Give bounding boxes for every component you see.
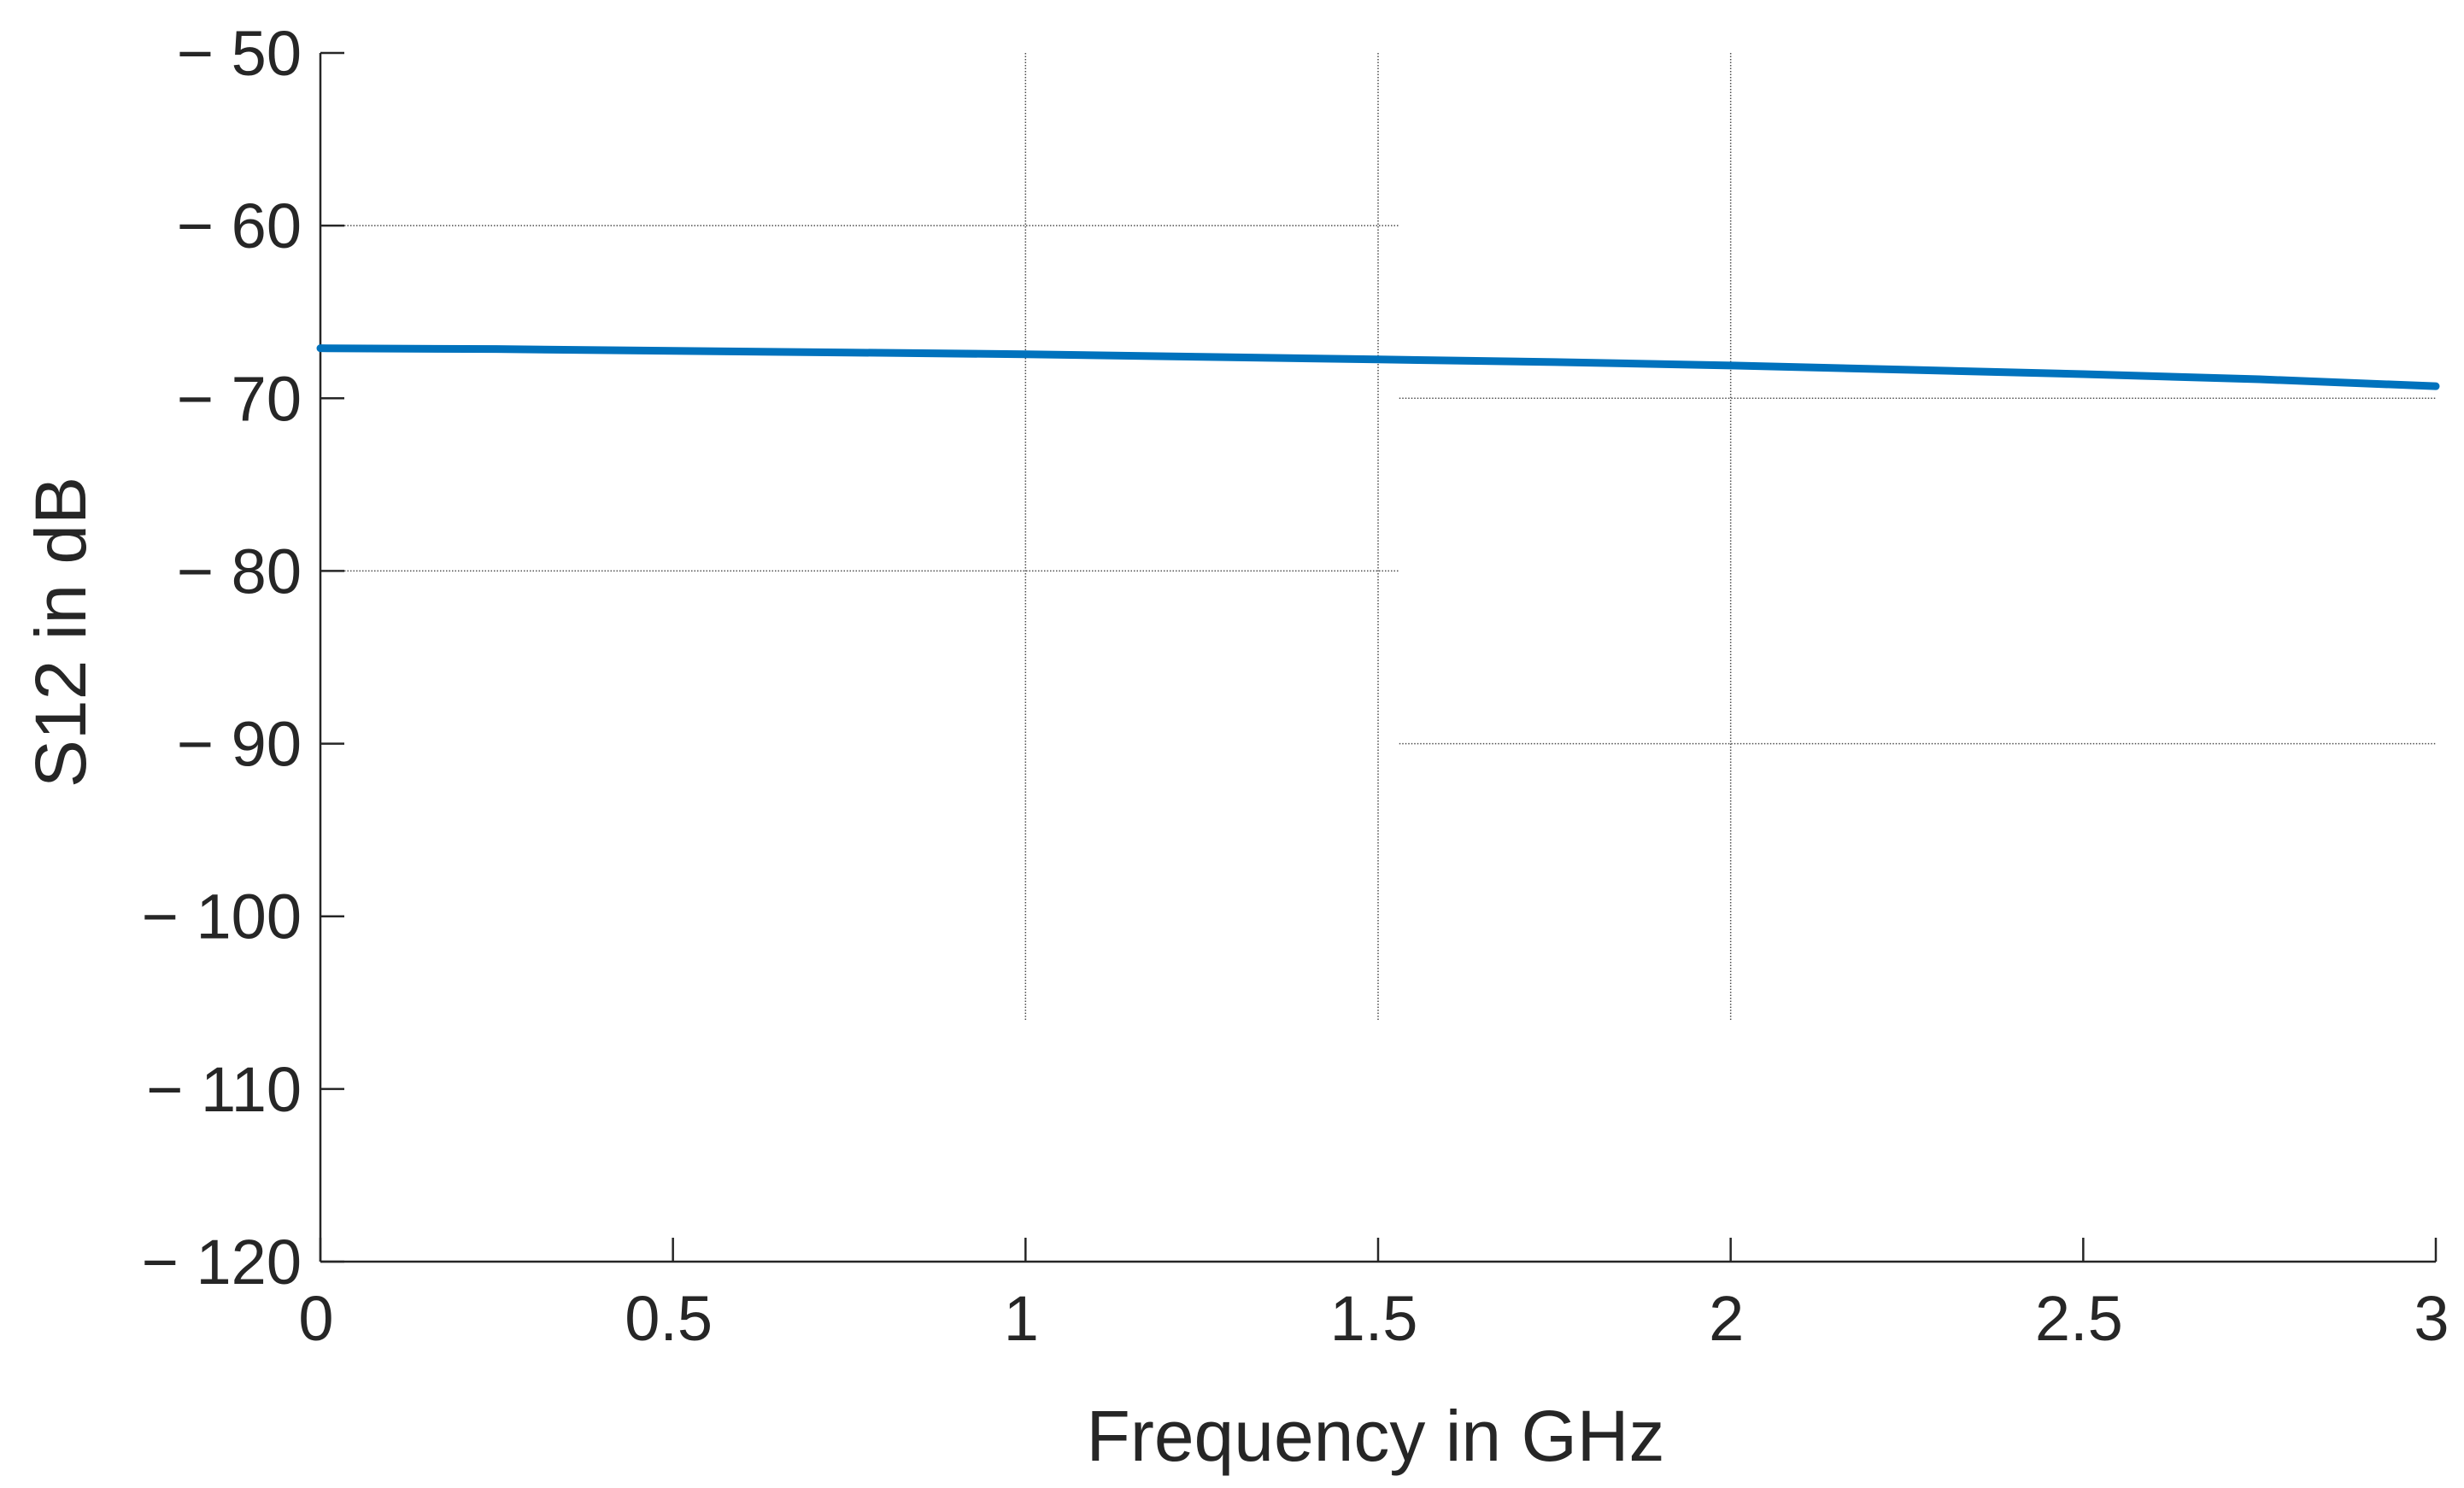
tick-labels: − 120 − 110 − 100 − 90 − 80 − 70 − 60 − 50 0 0.5 1… — [142, 18, 2449, 1354]
x-tick-label: 0 — [298, 1283, 333, 1354]
x-tick-label: 1 — [1004, 1283, 1039, 1354]
series-layer — [316, 344, 2440, 390]
y-tick-label: − 100 — [142, 882, 302, 952]
x-tick-label: 0.5 — [625, 1283, 713, 1354]
y-tick-label: − 110 — [146, 1054, 302, 1125]
y-axis-label: S12 in dB — [21, 477, 101, 788]
y-tick-label: − 120 — [142, 1227, 302, 1298]
x-tick-label: 2 — [1709, 1283, 1744, 1354]
x-tick-label: 1.5 — [1330, 1283, 1418, 1354]
y-tick-label: − 50 — [177, 18, 302, 89]
axes — [319, 51, 2438, 1263]
x-tick-label: 3 — [2414, 1283, 2449, 1354]
y-tick-label: − 80 — [177, 536, 302, 606]
y-tick-label: − 90 — [177, 709, 302, 780]
series-line — [316, 344, 2440, 390]
grid-lines — [320, 53, 2436, 1020]
y-tick-label: − 70 — [177, 363, 302, 434]
x-tick-label: 2.5 — [2035, 1283, 2123, 1354]
x-axis-label: Frequency in GHz — [1087, 1396, 1665, 1476]
y-tick-label: − 60 — [177, 190, 302, 261]
